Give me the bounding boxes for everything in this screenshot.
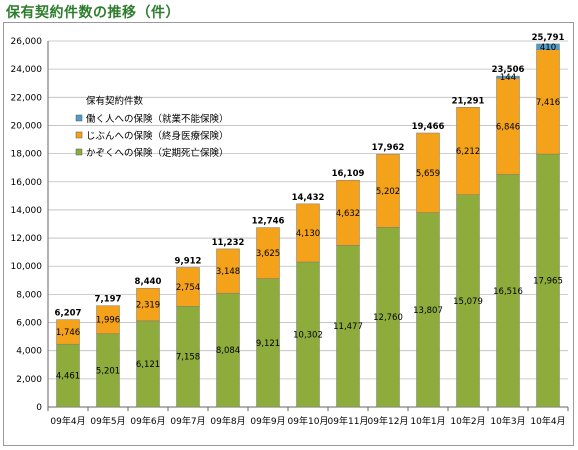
segment-value-label: 4,632 (336, 209, 360, 219)
segment-value-label: 1,746 (56, 328, 80, 338)
bar-total-label: 17,962 (372, 143, 405, 153)
x-category-label: 09年7月 (170, 415, 205, 427)
legend-item-label: じぶんへの保険（終身医療保険） (86, 130, 229, 142)
bar-total-label: 7,197 (95, 295, 122, 305)
legend-title: 保有契約件数 (86, 95, 144, 107)
legend-swatch (75, 114, 83, 122)
x-category-label: 10年1月 (410, 415, 445, 427)
x-category-label: 10年3月 (490, 415, 525, 427)
segment-value-label: 11,477 (333, 322, 363, 332)
y-tick-label: 10,000 (11, 262, 43, 272)
bar-segment-3 (536, 43, 560, 50)
x-category-label: 10年4月 (530, 415, 565, 427)
page-title: 保有契約件数の推移（件） (6, 5, 180, 21)
x-category-label: 09年5月 (90, 415, 125, 427)
y-tick-label: 16,000 (11, 178, 43, 188)
bar-total-label: 8,440 (135, 277, 162, 287)
bar-segment-2 (296, 203, 320, 263)
segment-value-label: 4,130 (296, 229, 320, 239)
segment-value-label: 16,516 (493, 287, 523, 297)
bar-total-label: 25,791 (532, 33, 565, 43)
bar-segment-2 (176, 267, 200, 307)
bar-segment-3 (496, 75, 520, 79)
segment-value-label: 12,760 (373, 313, 403, 323)
y-tick-label: 26,000 (11, 37, 43, 47)
bar-segment-2 (136, 287, 160, 322)
x-category-label: 10年2月 (450, 415, 485, 427)
segment-value-label: 3,625 (256, 249, 280, 259)
segment-value-label: 2,319 (136, 301, 160, 311)
segment-value-label: 3,148 (216, 267, 240, 277)
segment-value-label: 7,416 (536, 98, 560, 108)
segment-value-label: 144 (500, 73, 516, 83)
segment-value-label: 5,659 (416, 169, 440, 179)
segment-value-label: 4,461 (56, 372, 80, 382)
x-category-label: 09年10月 (288, 415, 329, 427)
segment-value-label: 8,084 (216, 346, 240, 356)
legend-swatch (75, 148, 83, 156)
segment-value-label: 15,079 (453, 297, 483, 307)
y-tick-label: 22,000 (11, 93, 43, 103)
bar-total-label: 16,109 (332, 169, 365, 179)
x-category-label: 09年6月 (130, 415, 165, 427)
x-category-label: 09年11月 (328, 415, 369, 427)
bar-segment-2 (416, 132, 440, 213)
bar-total-label: 23,506 (492, 65, 525, 75)
bar-total-label: 6,207 (55, 309, 82, 319)
segment-value-label: 5,201 (96, 366, 120, 376)
bar-segment-2 (56, 319, 80, 345)
segment-value-label: 2,754 (176, 283, 200, 293)
x-category-label: 09年9月 (250, 415, 285, 427)
legend-item-label: 働く人への保険（就業不能保険） (86, 113, 229, 125)
bar-segment-2 (96, 305, 120, 335)
x-category-label: 09年4月 (50, 415, 85, 427)
segment-value-label: 17,965 (533, 277, 563, 287)
bar-total-label: 11,232 (212, 238, 245, 248)
y-tick-label: 4,000 (16, 347, 42, 357)
y-tick-label: 12,000 (11, 234, 43, 244)
y-tick-label: 14,000 (11, 206, 43, 216)
bar-total-label: 9,912 (175, 256, 202, 266)
y-tick-label: 2,000 (16, 375, 42, 385)
segment-value-label: 6,121 (136, 360, 160, 370)
x-category-label: 09年12月 (368, 415, 409, 427)
x-category-label: 09年8月 (210, 415, 245, 427)
y-tick-label: 20,000 (11, 121, 43, 131)
y-tick-label: 6,000 (16, 319, 42, 329)
segment-value-label: 410 (540, 43, 556, 53)
y-tick-label: 0 (36, 403, 42, 413)
bar-total-label: 14,432 (292, 193, 325, 203)
bar-segment-2 (256, 227, 280, 279)
segment-value-label: 13,807 (413, 306, 443, 316)
segment-value-label: 5,202 (376, 187, 400, 197)
legend-swatch (75, 131, 83, 139)
bar-segment-2 (376, 153, 400, 228)
y-tick-label: 8,000 (16, 290, 42, 300)
chart-frame (3, 22, 574, 446)
bar-total-label: 21,291 (452, 96, 485, 106)
segment-value-label: 7,158 (176, 353, 200, 363)
segment-value-label: 6,846 (496, 122, 520, 132)
y-tick-label: 18,000 (11, 150, 43, 160)
segment-value-label: 9,121 (256, 339, 280, 349)
bar-total-label: 19,466 (412, 122, 445, 132)
segment-value-label: 1,996 (96, 316, 120, 326)
bar-segment-2 (216, 248, 240, 294)
legend-item-label: かぞくへの保険（定期死亡保険） (86, 147, 229, 159)
y-tick-label: 24,000 (11, 65, 43, 75)
bar-total-label: 12,746 (252, 217, 285, 227)
segment-value-label: 6,212 (456, 147, 480, 157)
bar-segment-2 (336, 179, 360, 246)
bar-segment-2 (456, 107, 480, 195)
segment-value-label: 10,302 (293, 330, 323, 340)
